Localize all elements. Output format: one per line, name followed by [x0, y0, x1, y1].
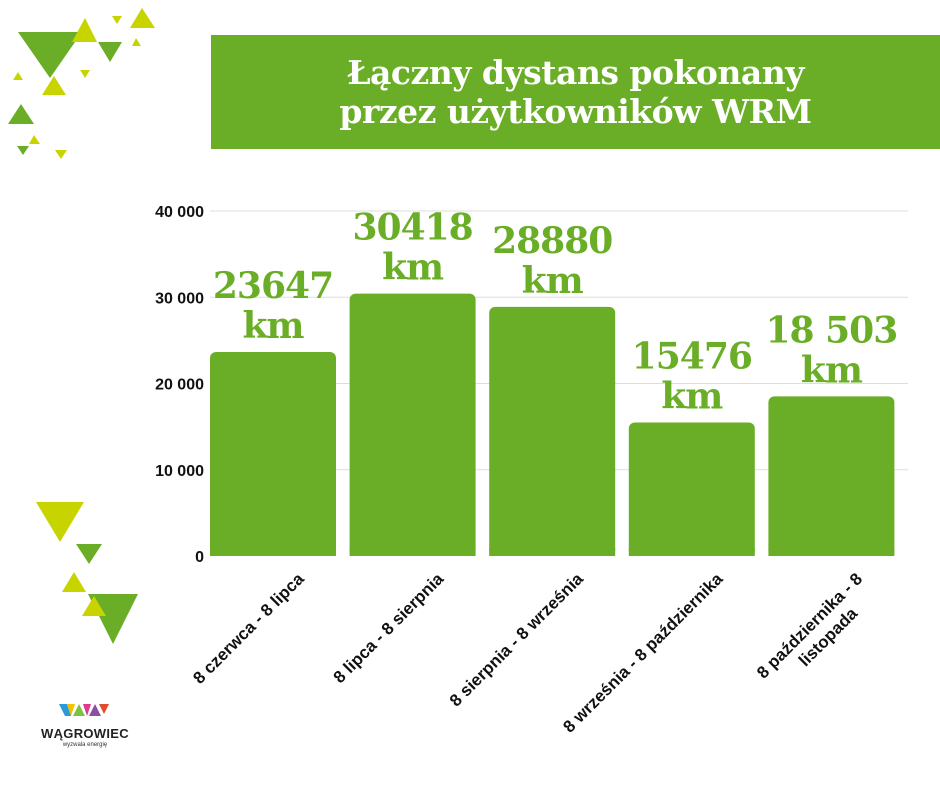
bar-base	[349, 548, 476, 556]
decorative-triangles-top	[8, 8, 155, 159]
data-label: 30418	[352, 207, 472, 249]
data-label: 28880	[492, 220, 612, 262]
data-label: 18 503	[766, 309, 898, 351]
logo-mark-icon	[59, 704, 109, 716]
logo-name: WĄGROWIEC	[41, 726, 129, 741]
bar	[768, 396, 895, 556]
chart-title: Łączny dystans pokonany przez użytkownik…	[339, 53, 812, 131]
title-banner: Łączny dystans pokonany przez użytkownik…	[211, 35, 940, 149]
title-line-1: Łączny dystans pokonany	[347, 53, 804, 92]
data-label: 23647	[213, 265, 333, 307]
y-tick-label: 40 000	[155, 204, 204, 221]
data-label: km	[801, 349, 863, 391]
title-line-2: przez użytkowników WRM	[339, 92, 812, 131]
x-tick-label-line: 8 lipca - 8 sierpnia	[330, 569, 448, 687]
bar	[349, 293, 476, 556]
y-tick-label: 20 000	[155, 377, 204, 394]
bar-base	[628, 548, 755, 556]
data-label: 15476	[632, 336, 752, 378]
bar	[628, 422, 755, 556]
data-label: km	[522, 260, 584, 302]
decorative-triangles-left	[36, 502, 138, 644]
data-label: km	[661, 376, 723, 418]
bar	[489, 306, 616, 556]
data-label: km	[382, 247, 444, 289]
x-tick-label: 8 lipca - 8 sierpnia	[330, 569, 448, 687]
bar-base	[210, 548, 336, 556]
x-tick-label: 8 sierpnia - 8 września	[446, 569, 587, 710]
y-tick-label: 30 000	[155, 290, 204, 307]
y-tick-label: 0	[195, 549, 204, 566]
bar-base	[768, 548, 895, 556]
x-tick-label-line: 8 czerwca - 8 lipca	[189, 569, 308, 688]
bar-base	[489, 548, 616, 556]
x-tick-label-line: 8 września - 8 października	[559, 569, 726, 736]
logo-tagline: wyzwala energię	[62, 742, 108, 748]
y-tick-label: 10 000	[155, 463, 204, 480]
data-label: km	[242, 305, 304, 347]
bar	[210, 352, 336, 556]
x-tick-label: 8 września - 8 października	[559, 569, 726, 736]
x-tick-label: 8 czerwca - 8 lipca	[189, 569, 308, 688]
x-tick-label-line: 8 sierpnia - 8 września	[446, 569, 587, 710]
wagrowiec-logo: WĄGROWIEC wyzwala energię	[30, 700, 140, 748]
